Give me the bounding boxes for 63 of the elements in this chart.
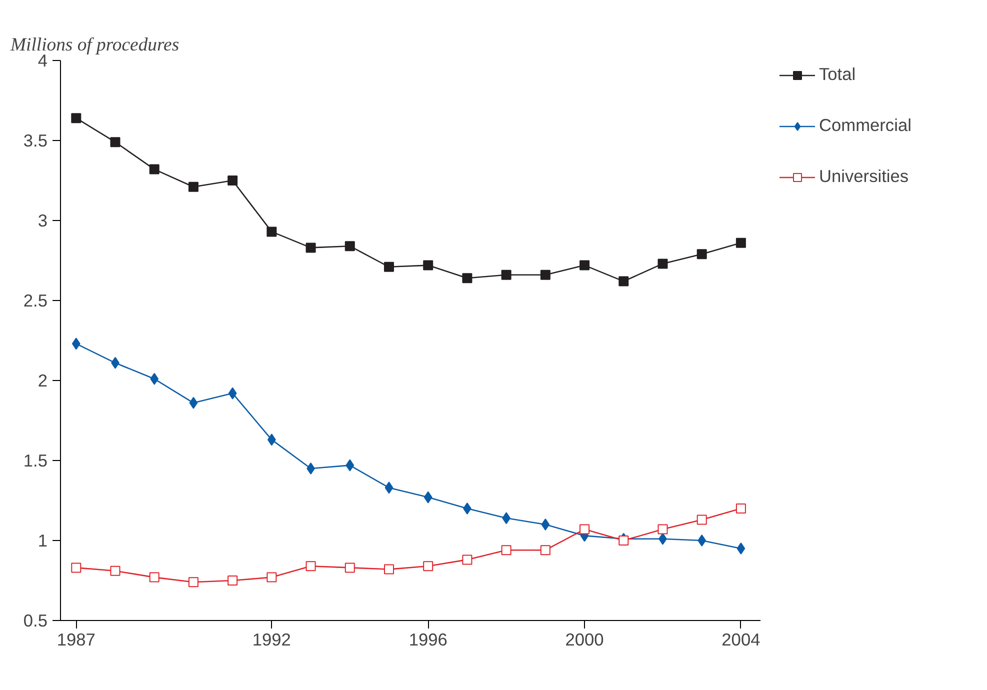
- point: [462, 554, 472, 565]
- legend-label: Total: [819, 64, 856, 85]
- point: [736, 238, 746, 248]
- point: [384, 262, 394, 272]
- y-tick-label: 1.5: [23, 450, 48, 470]
- point: [344, 562, 355, 573]
- x-tick-label: 2000: [565, 630, 604, 650]
- point: [266, 572, 277, 582]
- point: [463, 502, 472, 514]
- point: [188, 577, 198, 588]
- point: [384, 482, 394, 494]
- point: [696, 514, 707, 525]
- point: [423, 561, 434, 572]
- legend-label: Universities: [819, 166, 909, 187]
- point: [501, 545, 512, 556]
- point: [306, 561, 316, 572]
- x-tick-label: 1992: [252, 630, 291, 650]
- point: [346, 459, 354, 472]
- point: [149, 164, 160, 174]
- point: [736, 504, 746, 514]
- point: [698, 534, 706, 546]
- point: [72, 338, 80, 350]
- point: [110, 566, 120, 576]
- point: [736, 542, 746, 554]
- point: [150, 372, 159, 385]
- point: [266, 226, 277, 237]
- point: [540, 545, 550, 556]
- y-tick-label: 1: [38, 530, 48, 550]
- point: [384, 564, 394, 574]
- point: [540, 270, 550, 280]
- point: [541, 518, 550, 530]
- y-tick-label: 3: [38, 210, 48, 230]
- y-tick-label: 3.5: [23, 130, 48, 150]
- x-tick-label: 1996: [408, 630, 448, 650]
- point: [501, 270, 512, 280]
- point: [658, 524, 668, 534]
- point: [580, 260, 590, 270]
- x-tick-label: 2004: [722, 630, 761, 650]
- point: [658, 258, 668, 269]
- point: [462, 273, 472, 284]
- point: [228, 576, 238, 586]
- y-tick-label: 2: [38, 370, 48, 390]
- point: [580, 524, 590, 534]
- point: [189, 396, 198, 409]
- point: [71, 562, 82, 573]
- point: [110, 137, 120, 148]
- point: [423, 260, 434, 270]
- point: [188, 182, 198, 192]
- point: [228, 387, 237, 400]
- point: [424, 491, 432, 504]
- y-tick-label: 0.5: [23, 610, 48, 630]
- point: [344, 241, 355, 252]
- point: [306, 242, 316, 253]
- point: [306, 462, 315, 474]
- y-tick-label: 2.5: [23, 290, 48, 310]
- point: [71, 113, 82, 124]
- legend-label: Commercial: [819, 115, 912, 136]
- point: [696, 249, 707, 260]
- point: [618, 276, 629, 286]
- point: [618, 536, 629, 546]
- point: [149, 572, 160, 582]
- x-tick-label: 1987: [56, 630, 96, 650]
- point: [228, 176, 238, 186]
